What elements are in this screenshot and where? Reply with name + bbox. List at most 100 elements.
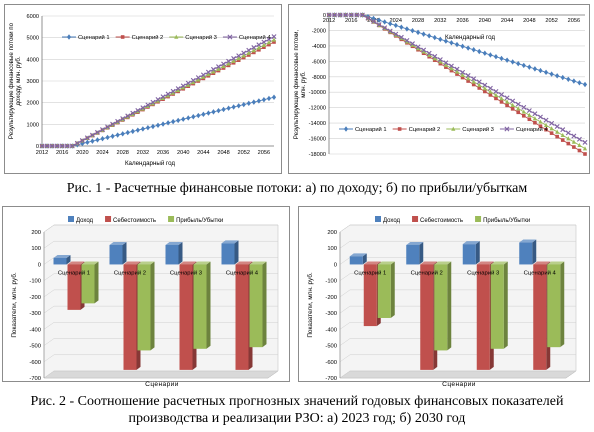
data-point <box>465 73 471 79</box>
data-point <box>488 93 493 97</box>
data-point <box>460 69 466 75</box>
x-tick-label: 2048 <box>217 150 229 156</box>
data-point <box>415 44 421 50</box>
data-point <box>577 142 582 148</box>
data-point <box>582 139 588 145</box>
data-point <box>271 37 277 42</box>
data-point <box>505 103 509 108</box>
legend-swatch <box>375 216 381 222</box>
data-point <box>516 106 521 111</box>
x-tick-label: 2028 <box>116 150 128 156</box>
data-point <box>272 40 276 44</box>
data-point <box>549 120 555 126</box>
data-point <box>483 89 487 94</box>
x-tick-label: 2024 <box>390 18 402 24</box>
data-point <box>216 66 221 71</box>
legend-marker <box>343 126 349 132</box>
bar-side <box>150 261 155 351</box>
data-point <box>449 40 454 46</box>
y-tick-label: -500 <box>29 344 41 350</box>
y-tick-label: -200 <box>325 295 337 301</box>
data-point <box>252 50 256 55</box>
data-point <box>532 66 538 72</box>
bar-front <box>363 264 377 327</box>
y-tick-label: -600 <box>29 360 41 366</box>
x-tick-label: 2012 <box>36 150 48 156</box>
bar-chart-4: 200 100 0 -100 -200 -300 -400 -500 -600 -700 Сцена… <box>306 216 577 388</box>
bar <box>109 241 127 265</box>
data-point <box>186 115 191 121</box>
data-point <box>85 139 90 146</box>
y-tick-label: 100 <box>31 246 41 252</box>
data-point <box>521 104 527 110</box>
y-tick-label: -400 <box>29 327 41 333</box>
gridline-depth <box>43 241 55 249</box>
data-point <box>560 127 566 133</box>
data-point <box>448 63 454 69</box>
bar-side <box>419 241 424 265</box>
legend-label: Себестоимость <box>420 218 463 224</box>
bar-side <box>447 261 452 351</box>
data-point <box>454 69 460 74</box>
bar-front <box>462 244 476 265</box>
bar-front <box>221 243 235 265</box>
bar-top <box>193 261 211 265</box>
data-point <box>359 12 365 18</box>
data-point <box>443 38 448 44</box>
y-tick-label: -14000 <box>309 121 326 127</box>
bar-front <box>235 264 249 370</box>
bar-top <box>81 261 99 265</box>
data-point <box>246 50 251 55</box>
data-point <box>74 140 80 146</box>
data-point <box>155 98 161 103</box>
data-point <box>125 129 130 136</box>
data-point <box>191 79 196 85</box>
data-point <box>206 71 211 77</box>
data-point <box>165 120 171 126</box>
data-point <box>477 86 482 90</box>
legend: Сценарий 1 Сценарий 2 Сценарий 3 Сценарий 4 <box>62 34 271 41</box>
data-point <box>454 41 460 48</box>
data-point <box>527 112 532 117</box>
data-point <box>427 52 432 57</box>
data-point <box>449 68 454 73</box>
y-tick-label: 3000 <box>27 79 39 85</box>
data-point <box>256 45 261 50</box>
data-point <box>171 118 176 125</box>
y-axis-label: Результирующие финансовые потоки,млн. ру… <box>293 30 307 140</box>
x-tick-label: 2052 <box>238 150 250 156</box>
data-point <box>466 76 471 81</box>
data-point <box>130 128 135 135</box>
data-point <box>94 129 100 135</box>
data-point <box>236 56 241 61</box>
bar-side <box>262 261 267 348</box>
gridline-depth <box>339 224 351 233</box>
y-tick-label: -700 <box>29 376 41 382</box>
data-point <box>444 65 448 69</box>
data-point <box>246 53 251 57</box>
data-point <box>421 47 427 53</box>
gridline-depth <box>339 370 351 379</box>
data-point <box>427 33 432 39</box>
data-point <box>471 82 476 87</box>
data-point <box>432 56 437 61</box>
data-point <box>140 126 145 132</box>
data-point <box>135 107 141 113</box>
data-point <box>409 41 415 47</box>
data-point <box>241 55 246 60</box>
y-tick-label: -12000 <box>309 106 326 112</box>
data-point <box>398 34 404 40</box>
bar-top <box>476 261 494 265</box>
y-tick-label: -600 <box>325 360 337 366</box>
data-point <box>175 86 181 92</box>
data-point <box>387 28 393 34</box>
bar-top <box>519 239 537 243</box>
x-tick-label: 2024 <box>96 150 108 156</box>
data-point <box>443 62 448 67</box>
bar-side <box>206 261 211 349</box>
bar-chart-3: 200 100 0 -100 -200 -300 -400 -500 -600 -700 Сцена… <box>10 216 279 388</box>
data-point <box>376 17 382 23</box>
bar-top <box>533 261 551 265</box>
gridline-depth <box>339 289 351 298</box>
bar-top <box>406 241 424 245</box>
